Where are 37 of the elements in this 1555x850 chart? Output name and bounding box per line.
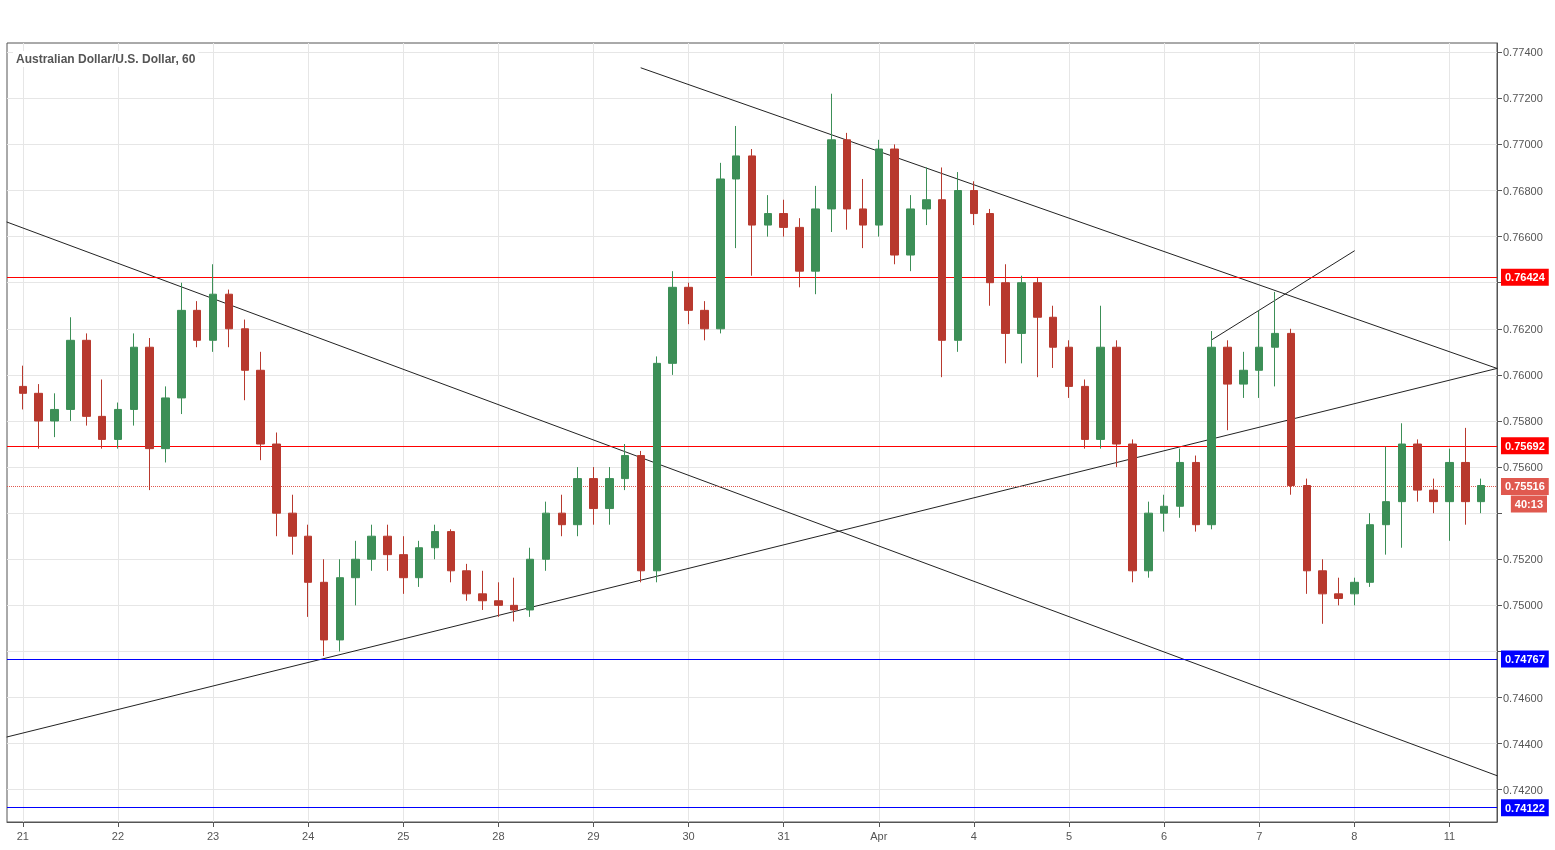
x-tick-label: 24 [302,829,315,842]
x-tick-label: 25 [397,829,410,842]
x-tick-label: 5 [1065,829,1073,842]
x-tick-label: 22 [111,829,125,842]
y-tick-label: 0.74600 [1503,691,1543,704]
x-tick-label: 4 [970,829,977,842]
y-tick-label: 0.77400 [1503,46,1543,59]
x-tick-label: 7 [1256,829,1263,842]
x-tick-label: 6 [1161,829,1168,842]
x-tick-label: 8 [1351,829,1358,842]
y-tick-label: 0.74200 [1503,783,1543,796]
y-tick-label: 0.76000 [1503,368,1543,381]
x-tick-label: 21 [16,829,29,842]
y-tick-label: 0.77000 [1503,138,1543,151]
y-tick-label: 0.75000 [1503,599,1543,612]
y-tick-label: 0.75800 [1503,414,1543,427]
x-tick-label: 31 [777,829,790,842]
ref-line-label: 0.74767 [1505,653,1545,666]
ref-line-label: 0.74122 [1505,801,1545,814]
x-tick-label: Apr [870,829,888,842]
text: Australian Dollar/U.S. Dollar, 60 [16,52,196,66]
y-tick-label: 0.74400 [1503,737,1543,750]
ref-line-label: 0.76424 [1505,271,1546,284]
x-tick-label: 23 [206,829,220,842]
y-tick-label: 0.76200 [1503,322,1543,335]
ref-line-label: 0.75516 [1505,480,1545,493]
x-tick-label: 30 [682,829,695,842]
text: 40:13 [1514,497,1544,510]
x-tick-label: 29 [587,829,600,842]
y-tick-label: 0.75200 [1503,553,1543,566]
y-tick-label: 0.77200 [1503,92,1543,105]
x-tick-label: 11 [1443,829,1456,842]
y-tick-label: 0.75600 [1503,461,1543,474]
y-tick-label: 0.76600 [1503,230,1543,243]
ref-line-label: 0.75692 [1505,439,1545,452]
x-tick-label: 28 [492,829,505,842]
y-tick-label: 0.76800 [1503,184,1543,197]
